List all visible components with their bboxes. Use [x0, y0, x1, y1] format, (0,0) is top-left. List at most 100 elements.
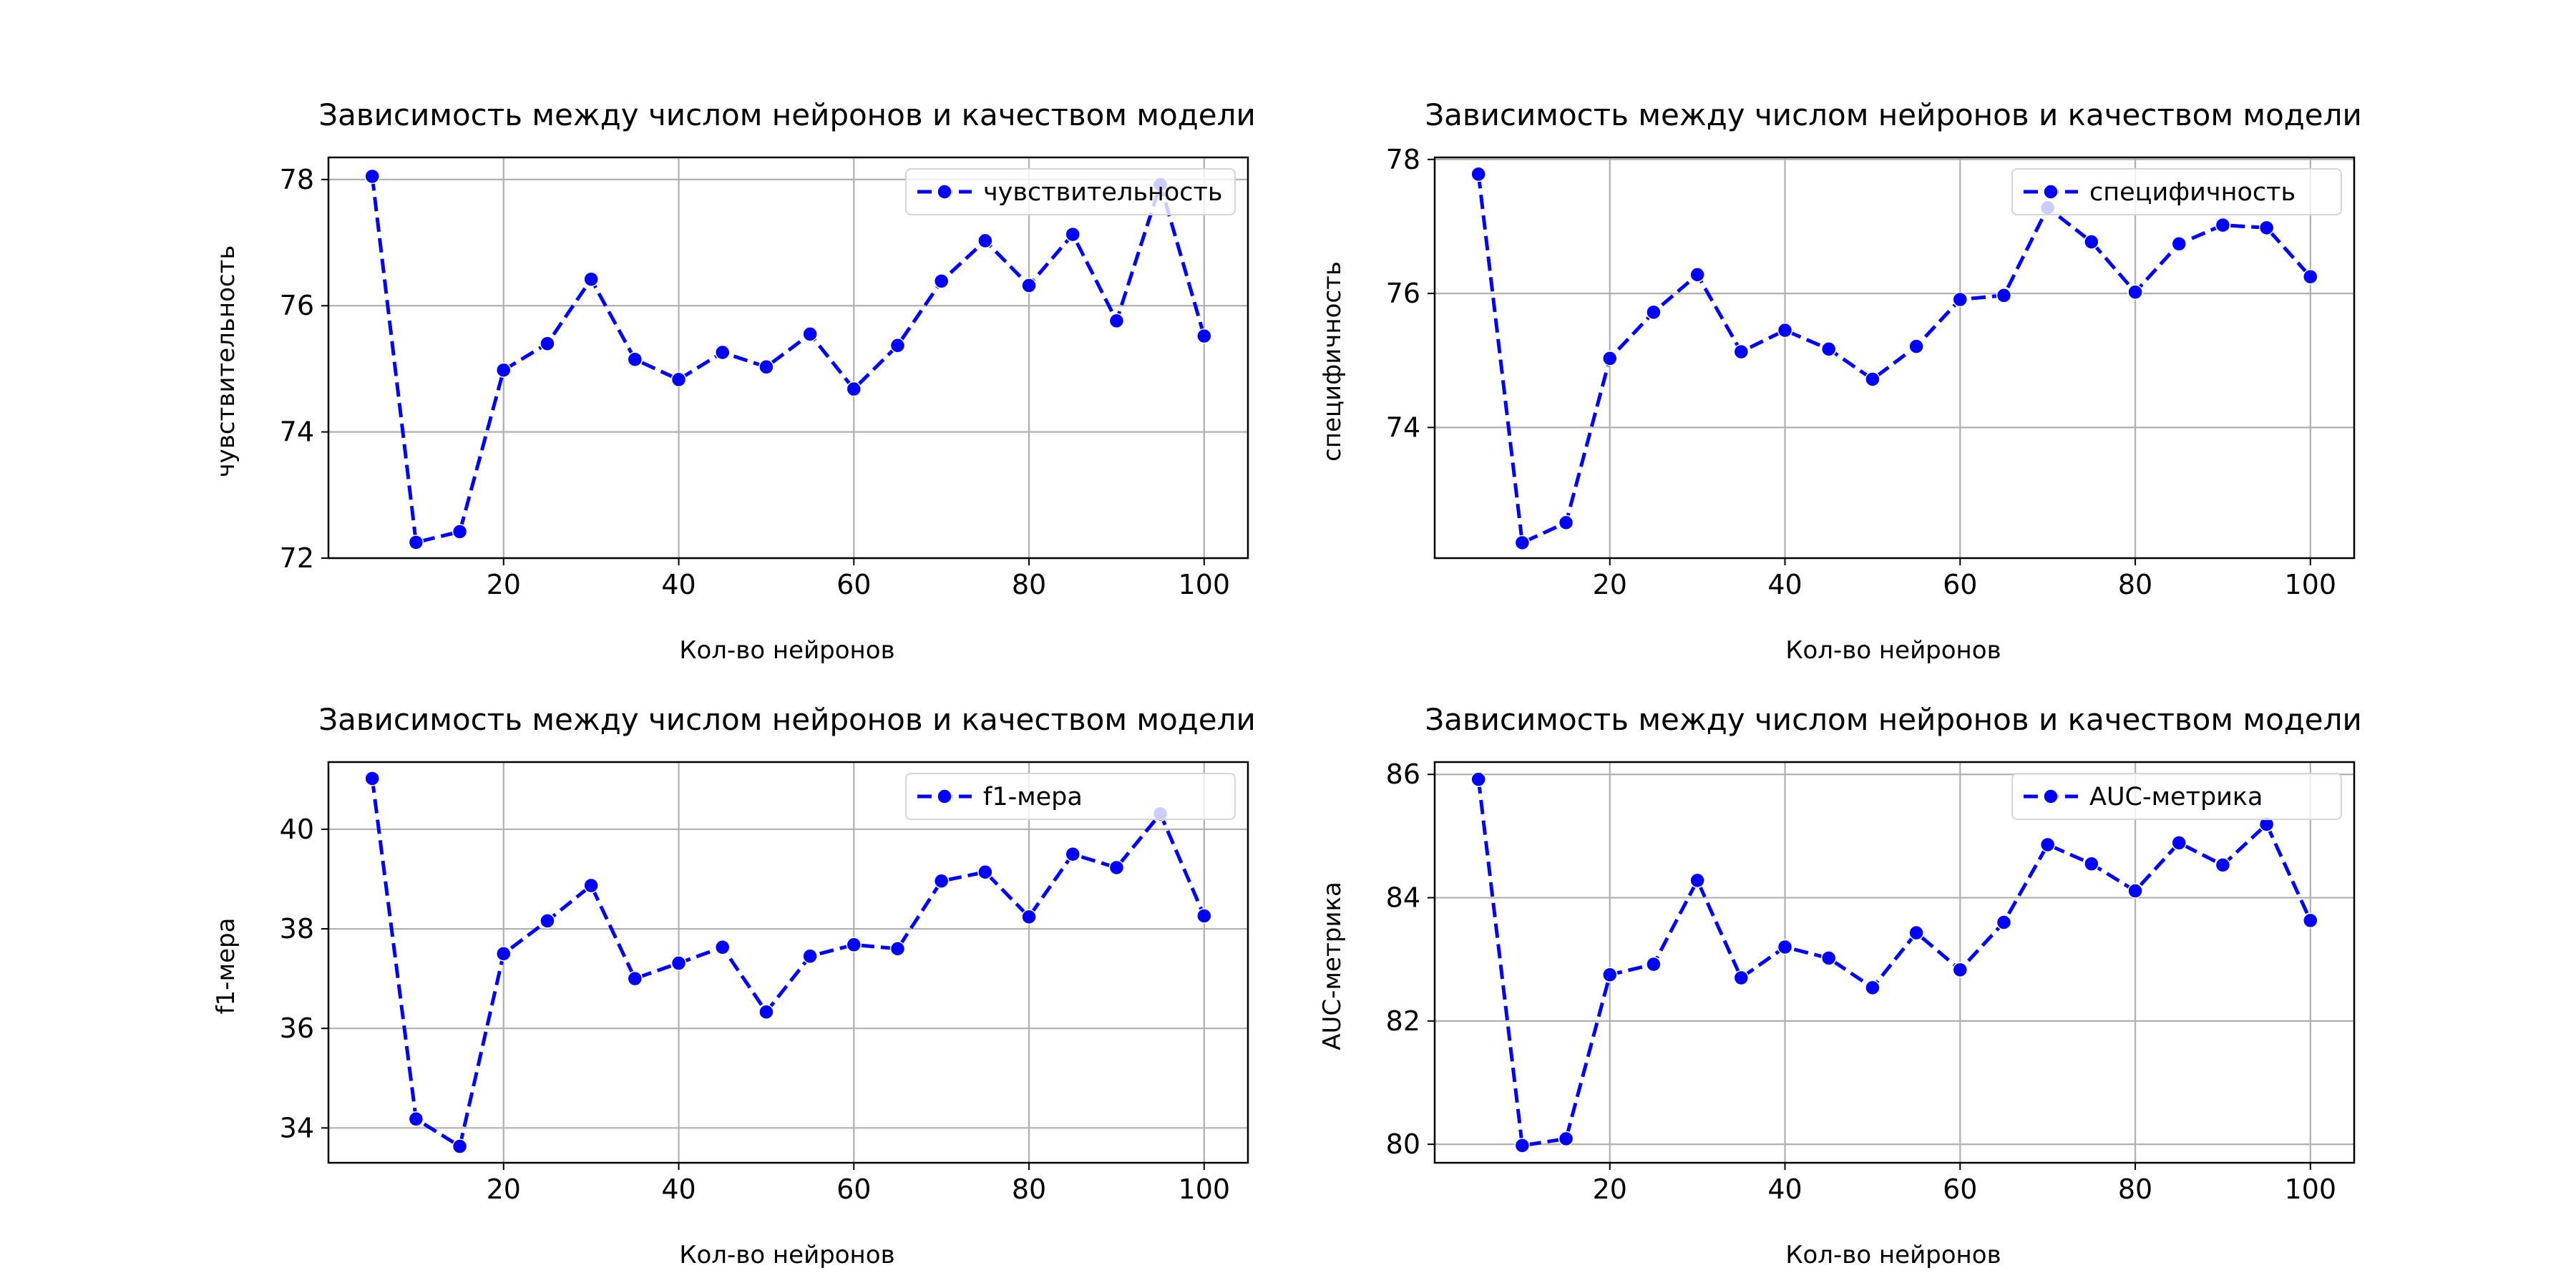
- data-point: [1470, 166, 1486, 182]
- data-point: [2127, 883, 2143, 899]
- x-tick-label: 20: [1593, 1174, 1627, 1205]
- data-point: [496, 946, 512, 962]
- x-tick-label: 60: [1943, 569, 1977, 600]
- data-point: [2215, 857, 2231, 873]
- plot-frame: [327, 761, 1249, 1164]
- y-tick-label: 80: [1386, 1128, 1420, 1160]
- x-axis-label: Кол-во нейронов: [1785, 636, 2001, 665]
- y-tick-label: 34: [280, 1112, 314, 1143]
- data-point: [1065, 226, 1080, 243]
- x-tick-label: 40: [661, 569, 696, 600]
- x-tick-label: 80: [1012, 569, 1046, 600]
- data-point: [1065, 846, 1080, 862]
- data-point: [452, 524, 468, 540]
- subplot-specificity: Зависимость между числом нейронов и каче…: [1318, 97, 2362, 665]
- data-point: [889, 941, 906, 957]
- data-point: [583, 877, 599, 894]
- y-axis-label: специфичность: [1318, 261, 1347, 462]
- data-point: [758, 359, 774, 375]
- x-axis-label: Кол-во нейронов: [679, 636, 894, 665]
- data-point: [758, 1004, 774, 1020]
- data-point: [1733, 343, 1750, 360]
- data-point: [1952, 291, 1968, 308]
- data-point: [2258, 220, 2275, 236]
- data-point: [540, 336, 555, 351]
- y-axis-label: AUC-метрика: [1318, 882, 1347, 1050]
- data-point: [1021, 909, 1037, 925]
- data-point: [1646, 304, 1662, 321]
- y-tick-label: 40: [280, 814, 314, 845]
- y-tick-label: 76: [280, 290, 314, 321]
- subplot-title: Зависимость между числом нейронов и каче…: [318, 97, 1256, 132]
- legend-marker-swatch: [2043, 789, 2059, 804]
- legend-box: [2011, 773, 2342, 820]
- data-point: [846, 381, 862, 397]
- data-point: [2084, 234, 2099, 250]
- data-point: [1996, 914, 2012, 930]
- y-tick-label: 82: [1386, 1005, 1420, 1037]
- legend-marker-swatch: [937, 184, 952, 200]
- data-point: [933, 873, 950, 889]
- legend-box: [905, 168, 1236, 215]
- data-point: [1820, 341, 1837, 357]
- x-tick-label: 80: [2118, 569, 2152, 600]
- data-point: [583, 271, 599, 287]
- data-point: [364, 168, 380, 185]
- data-point: [1777, 322, 1793, 338]
- data-point: [802, 948, 818, 965]
- x-tick-label: 20: [487, 1174, 521, 1205]
- data-point: [2303, 912, 2318, 929]
- series-line: [1476, 174, 2312, 545]
- x-tick-label: 60: [836, 569, 871, 600]
- data-point: [364, 771, 380, 786]
- data-point: [2084, 856, 2099, 872]
- data-point: [627, 970, 643, 987]
- data-point: [977, 864, 993, 880]
- x-tick-label: 40: [1767, 1174, 1802, 1205]
- x-tick-label: 100: [2285, 1174, 2337, 1205]
- data-point: [408, 535, 424, 550]
- y-tick-label: 76: [1386, 278, 1420, 309]
- data-point: [496, 362, 512, 378]
- data-point: [714, 344, 731, 361]
- data-point: [1470, 771, 1486, 787]
- data-point: [933, 273, 950, 289]
- data-point: [1514, 1138, 1531, 1153]
- data-point: [2215, 217, 2231, 233]
- y-tick-label: 84: [1386, 882, 1420, 914]
- x-tick-label: 80: [1012, 1174, 1046, 1205]
- data-point: [1908, 338, 1924, 354]
- x-tick-label: 40: [661, 1174, 696, 1205]
- data-point: [1514, 535, 1531, 551]
- legend-label: f1-мера: [983, 783, 1083, 811]
- x-tick-label: 100: [1179, 1174, 1231, 1205]
- x-tick-label: 40: [1767, 569, 1802, 600]
- data-point: [1021, 278, 1037, 293]
- data-point: [1908, 924, 1924, 941]
- x-tick-label: 20: [487, 569, 521, 600]
- data-point: [670, 955, 687, 971]
- x-axis-label: Кол-во нейронов: [1785, 1241, 2001, 1269]
- y-tick-label: 78: [1386, 144, 1420, 175]
- data-point: [2127, 284, 2143, 300]
- data-point: [1602, 351, 1618, 366]
- y-tick-label: 78: [280, 164, 314, 195]
- plot-frame: [1433, 761, 2356, 1164]
- data-point: [2039, 836, 2056, 853]
- data-point: [846, 937, 862, 953]
- legend-label: специфичность: [2089, 178, 2296, 207]
- data-point: [889, 338, 906, 353]
- subplot-title: Зависимость между числом нейронов и каче…: [318, 702, 1256, 737]
- data-point: [1196, 908, 1212, 924]
- y-axis-label: чувствительность: [212, 245, 240, 478]
- y-axis-label: f1-мера: [212, 918, 240, 1015]
- data-point: [1820, 950, 1837, 966]
- data-point: [1996, 288, 2012, 303]
- data-point: [1108, 859, 1125, 876]
- x-axis-label: Кол-во нейронов: [679, 1241, 894, 1269]
- data-point: [1558, 1131, 1574, 1147]
- subplot-auc: Зависимость между числом нейронов и каче…: [1318, 702, 2362, 1269]
- y-tick-label: 86: [1386, 758, 1420, 790]
- data-point: [452, 1138, 468, 1154]
